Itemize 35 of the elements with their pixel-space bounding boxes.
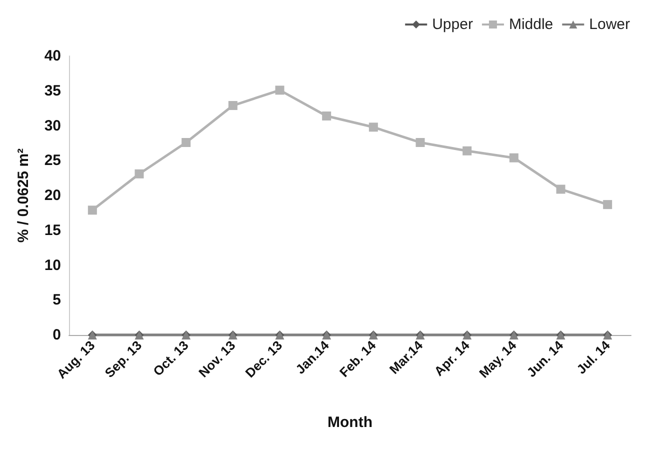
point bbox=[182, 138, 191, 147]
y-tick-label: 10 bbox=[44, 256, 61, 274]
point bbox=[322, 111, 332, 120]
point bbox=[462, 146, 472, 156]
point bbox=[134, 169, 144, 178]
x-tick-label: Jul. 14 bbox=[574, 337, 614, 377]
x-tick-label: May. 14 bbox=[476, 337, 520, 381]
point bbox=[368, 122, 378, 132]
x-tick-label: Nov. 13 bbox=[196, 338, 238, 380]
point bbox=[228, 101, 238, 110]
x-tick-label: Dec. 13 bbox=[242, 338, 286, 380]
y-tick-label: 15 bbox=[44, 222, 61, 239]
x-tick-label: Apr. 14 bbox=[431, 337, 473, 379]
y-tick-label: 0 bbox=[52, 326, 61, 344]
x-tick-label: Sep. 13 bbox=[102, 338, 145, 380]
x-tick-label: Feb. 14 bbox=[336, 337, 380, 380]
y-tick-label: 20 bbox=[44, 187, 61, 204]
point bbox=[509, 153, 518, 162]
x-axis-title: Month bbox=[328, 414, 372, 431]
x-tick-label: Oct. 13 bbox=[150, 338, 192, 379]
y-tick-label: 40 bbox=[44, 48, 61, 64]
point bbox=[556, 184, 566, 194]
legend-label: Upper bbox=[432, 16, 473, 33]
y-tick-label: 5 bbox=[52, 292, 61, 309]
y-tick-label: 25 bbox=[44, 152, 61, 170]
point bbox=[603, 200, 612, 210]
point bbox=[275, 86, 284, 95]
y-axis-title: % / 0.0625 m² bbox=[15, 148, 32, 243]
y-tick-label: 30 bbox=[44, 117, 61, 134]
point bbox=[416, 138, 425, 147]
legend-label: Lower bbox=[589, 16, 630, 33]
y-tick-label: 35 bbox=[44, 82, 61, 100]
legend-label: Middle bbox=[508, 16, 554, 33]
x-tick-label: Jun. 14 bbox=[524, 337, 567, 380]
point bbox=[88, 206, 97, 215]
